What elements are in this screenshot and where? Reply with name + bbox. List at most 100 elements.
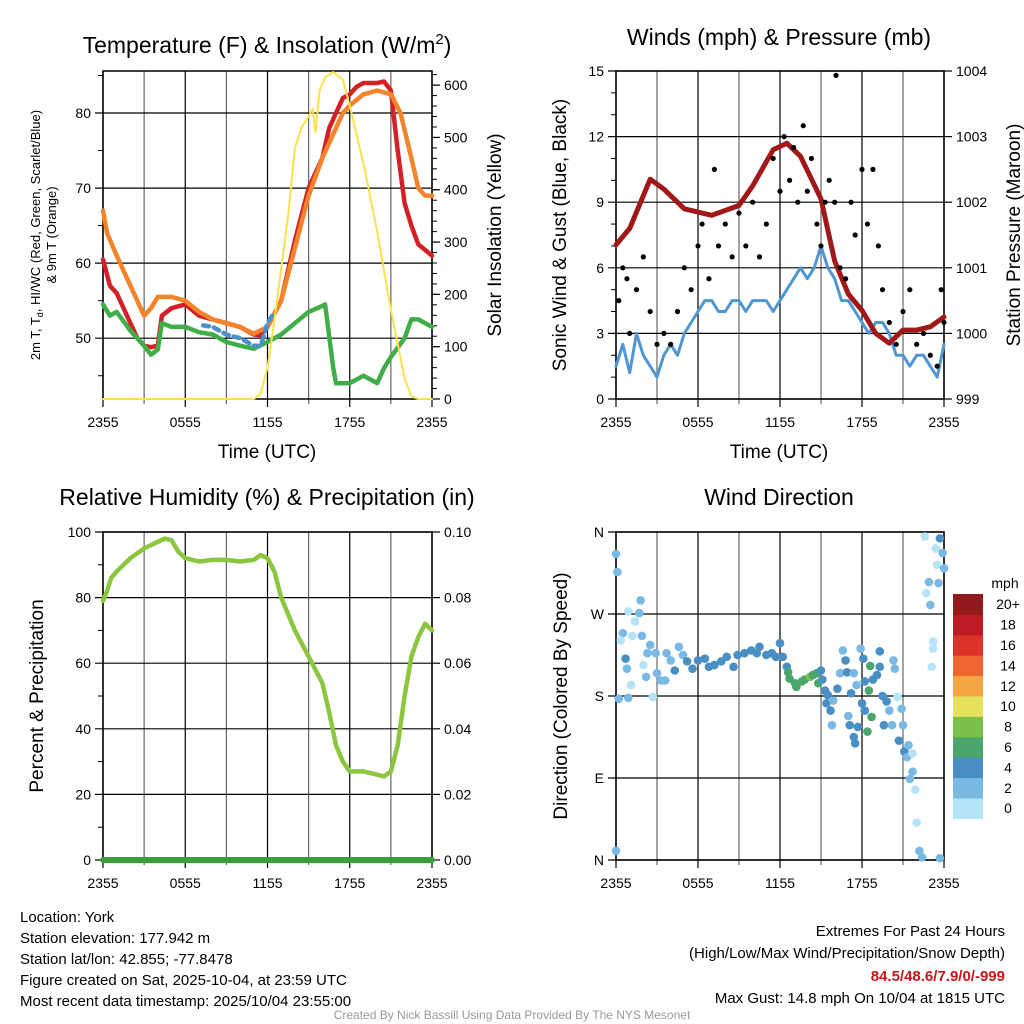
x-tick-label: 1155 bbox=[252, 414, 282, 430]
extremes-title: Extremes For Past 24 Hours bbox=[816, 923, 1005, 940]
direction-point bbox=[688, 664, 697, 673]
direction-point bbox=[622, 664, 632, 673]
colorbar-label: 6 bbox=[1004, 739, 1012, 755]
footer-elevation: Station elevation: 177.942 m bbox=[20, 930, 210, 947]
y-right-tick-label: 1000 bbox=[956, 325, 987, 341]
direction-point bbox=[856, 644, 865, 653]
series-hiwc bbox=[200, 309, 277, 348]
direction-point bbox=[893, 692, 902, 702]
rh-panel-title: Relative Humidity (%) & Precipitation (i… bbox=[59, 484, 474, 510]
temp-y-label: 2m T, Td, HI/WC (Red, Green, Scarlet/Blu… bbox=[28, 110, 45, 360]
y-tick-label: N bbox=[594, 524, 604, 540]
x-tick-label: 0555 bbox=[682, 875, 713, 891]
direction-point bbox=[920, 532, 930, 541]
direction-point bbox=[934, 578, 943, 588]
gust-point bbox=[711, 166, 718, 172]
colorbar-label: 14 bbox=[1000, 657, 1016, 673]
colorbar-label: 10 bbox=[1000, 698, 1016, 714]
y-right-tick-label: 0 bbox=[444, 391, 452, 407]
direction-point bbox=[935, 853, 945, 863]
gust-point bbox=[886, 319, 892, 326]
direction-point bbox=[908, 749, 917, 758]
direction-point bbox=[857, 698, 867, 708]
direction-point bbox=[865, 661, 875, 671]
gust-point bbox=[777, 188, 783, 194]
x-tick-label: 1155 bbox=[765, 875, 795, 891]
wind-x-label: Time (UTC) bbox=[730, 442, 829, 463]
y-right-tick-label: 1003 bbox=[956, 129, 987, 145]
y-right-tick-label: 600 bbox=[444, 77, 468, 93]
direction-point bbox=[624, 693, 633, 703]
direction-point bbox=[844, 711, 853, 721]
gust-point bbox=[826, 177, 832, 183]
y-tick-label: 20 bbox=[75, 786, 91, 802]
direction-point bbox=[613, 567, 622, 577]
plot-frame bbox=[615, 70, 945, 400]
direction-point bbox=[630, 616, 640, 626]
direction-point bbox=[648, 692, 658, 702]
gust-point bbox=[736, 210, 742, 216]
plot-frame bbox=[102, 70, 433, 400]
direction-point bbox=[867, 712, 876, 722]
direction-point bbox=[833, 684, 842, 694]
direction-point bbox=[778, 652, 788, 662]
gust-point bbox=[843, 276, 849, 282]
x-tick-label: 2355 bbox=[416, 875, 447, 891]
y-tick-label: 12 bbox=[588, 129, 604, 145]
footer-location: Location: York bbox=[20, 909, 115, 926]
direction-point bbox=[829, 696, 838, 705]
direction-point bbox=[890, 664, 900, 673]
direction-point bbox=[853, 722, 863, 732]
direction-point bbox=[859, 654, 868, 663]
colorbar-label: 4 bbox=[1004, 759, 1012, 775]
direction-point bbox=[924, 577, 934, 587]
gust-point bbox=[756, 254, 763, 260]
x-tick-label: 2355 bbox=[416, 414, 447, 430]
direction-point bbox=[614, 694, 624, 704]
colorbar-label: 0 bbox=[1004, 800, 1012, 816]
direction-point bbox=[616, 636, 626, 645]
direction-point bbox=[771, 652, 781, 662]
extremes-values: 84.5/48.6/7.9/0/-999 bbox=[871, 968, 1005, 985]
solar-y-label: Solar Insolation (Yellow) bbox=[485, 133, 506, 336]
gust-point bbox=[907, 287, 913, 293]
direction-point bbox=[872, 670, 882, 680]
y-right-tick-label: 200 bbox=[444, 286, 468, 302]
y-right-tick-label: 100 bbox=[444, 339, 468, 355]
direction-point bbox=[729, 662, 738, 672]
colorbar-swatch bbox=[953, 736, 983, 758]
direction-point bbox=[882, 697, 891, 706]
y-right-tick-label: 0.00 bbox=[444, 852, 471, 868]
colorbar-swatch bbox=[953, 655, 983, 677]
x-tick-label: 1155 bbox=[252, 875, 282, 891]
x-tick-label: 2355 bbox=[928, 875, 959, 891]
gust-point bbox=[859, 166, 865, 172]
direction-point bbox=[643, 648, 652, 658]
gust-point bbox=[715, 243, 722, 249]
gust-point bbox=[864, 221, 871, 227]
temp-y-label-line2: & 9m T (Orange) bbox=[44, 186, 59, 283]
y-tick-label: 100 bbox=[68, 524, 92, 540]
panel-1: 2355 0555 1155 1755 2355 0 3 6 9 12 15 999 1000 1001 1… bbox=[588, 63, 987, 430]
direction-point bbox=[611, 549, 621, 559]
direction-point bbox=[710, 660, 719, 670]
y-right-tick-label: 0.04 bbox=[444, 721, 471, 737]
direction-point bbox=[927, 662, 936, 672]
gust-point bbox=[699, 221, 705, 227]
direction-point bbox=[637, 631, 647, 641]
gust-point bbox=[706, 276, 712, 282]
direction-point bbox=[912, 818, 921, 827]
direction-point bbox=[823, 690, 833, 700]
colorbar-swatch bbox=[953, 777, 983, 799]
direction-point bbox=[860, 677, 870, 686]
x-tick-label: 2355 bbox=[600, 875, 631, 891]
direction-point bbox=[826, 706, 835, 715]
gust-point bbox=[695, 243, 701, 249]
gust-point bbox=[814, 221, 820, 227]
y-right-tick-label: 300 bbox=[444, 234, 468, 250]
direction-point bbox=[917, 852, 927, 862]
wind-panel-title: Winds (mph) & Pressure (mb) bbox=[627, 24, 931, 50]
x-tick-label: 2355 bbox=[928, 414, 959, 430]
direction-point bbox=[889, 656, 898, 665]
